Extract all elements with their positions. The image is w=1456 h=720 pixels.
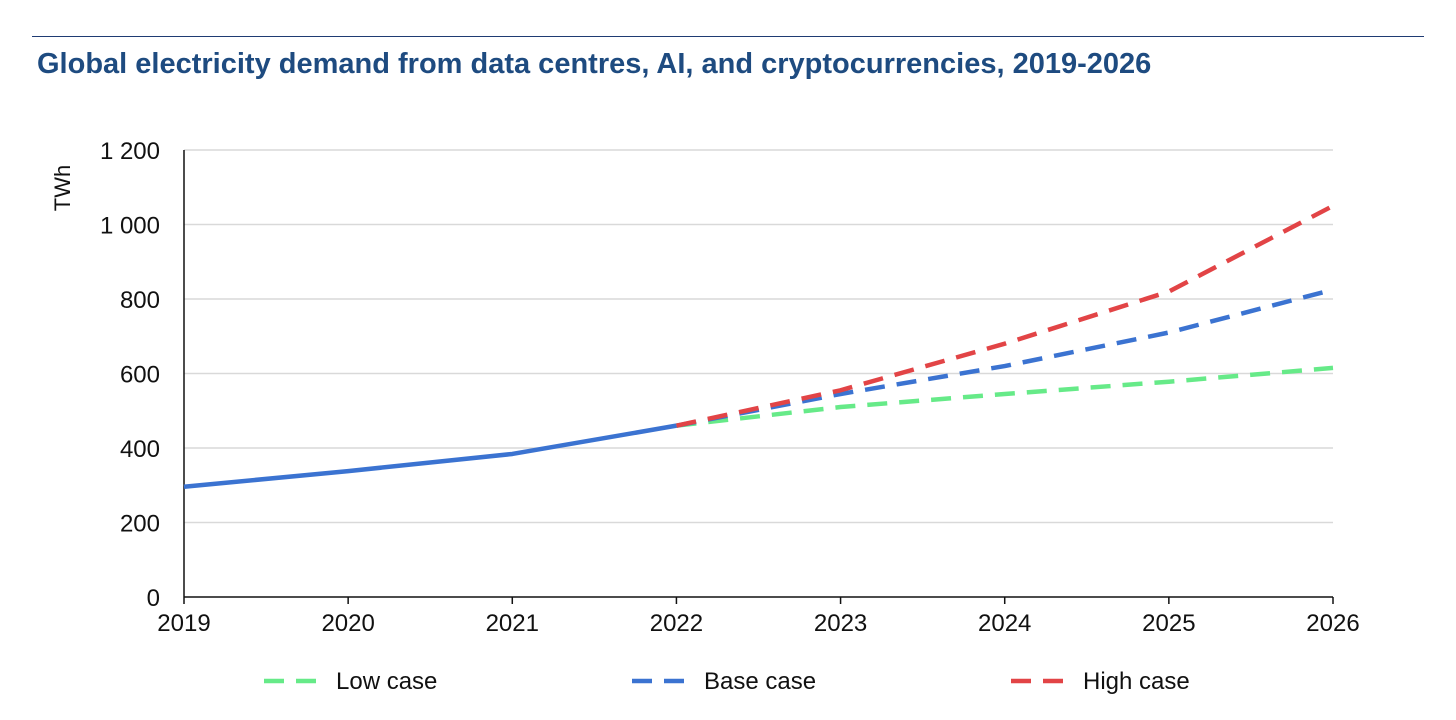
x-tick-label: 2023 — [814, 610, 867, 637]
top-rule — [32, 36, 1424, 37]
series-line-high-case — [675, 203, 1335, 428]
axes: TWh — [50, 150, 1333, 598]
legend-label: High case — [1083, 668, 1190, 695]
y-tick-label: 400 — [120, 436, 160, 463]
x-tick-label: 2021 — [486, 610, 539, 637]
x-axis-ticks: 2019 2020 2021 2022 2023 2024 2025 2026 — [157, 597, 1360, 637]
y-tick-label: 0 — [147, 585, 160, 612]
gridlines — [184, 149, 1333, 524]
y-tick-label: 800 — [120, 287, 160, 314]
series-line-low-case — [676, 365, 1334, 428]
x-tick-label: 2020 — [321, 610, 374, 637]
chart-title: Global electricity demand from data cent… — [37, 48, 1152, 80]
series-lines — [183, 203, 1335, 489]
y-tick-label: 1 200 — [100, 138, 160, 165]
x-tick-label: 2019 — [157, 610, 210, 637]
series-line-historical — [183, 423, 677, 489]
legend-label: Low case — [336, 668, 437, 695]
y-tick-label: 1 000 — [100, 213, 160, 240]
legend-label: Base case — [704, 668, 816, 695]
legend-item-high-case: High case — [1011, 668, 1190, 695]
y-tick-label: 200 — [120, 511, 160, 538]
legend: Low case Base case High case — [264, 668, 1190, 695]
series-line-base-case — [676, 287, 1334, 428]
y-axis-label: TWh — [50, 165, 75, 211]
y-tick-label: 600 — [120, 362, 160, 389]
legend-item-low-case: Low case — [264, 668, 437, 695]
x-tick-label: 2024 — [978, 610, 1031, 637]
legend-item-base-case: Base case — [632, 668, 816, 695]
x-tick-label: 2025 — [1142, 610, 1195, 637]
y-axis-ticks: 0 200 400 600 800 1 000 1 200 — [100, 138, 160, 612]
x-tick-label: 2026 — [1306, 610, 1359, 637]
x-tick-label: 2022 — [650, 610, 703, 637]
